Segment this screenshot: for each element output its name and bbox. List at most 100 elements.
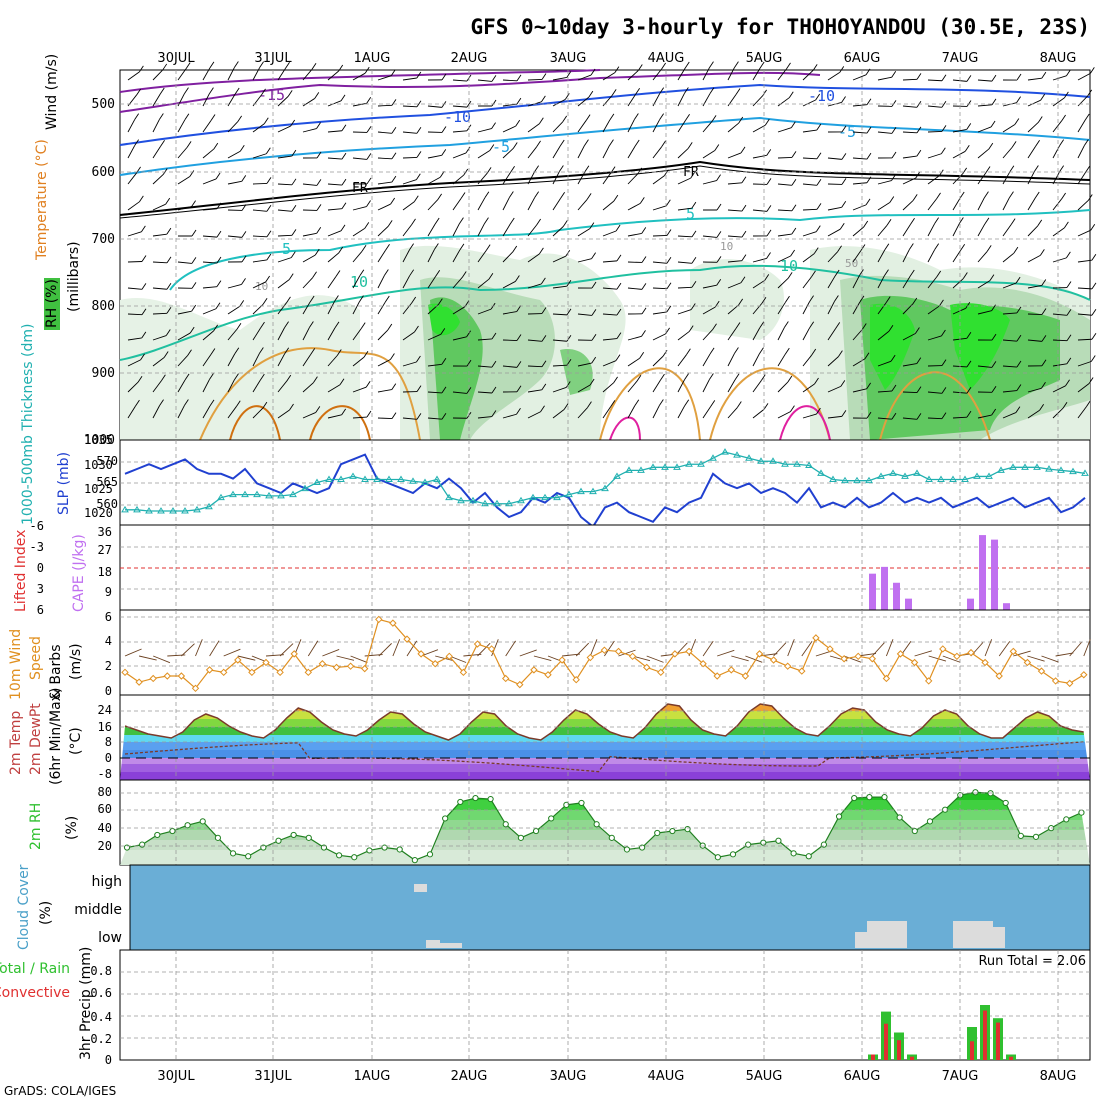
slp-left-ticks: 570 565 560 bbox=[96, 454, 118, 511]
wind-barb bbox=[452, 306, 466, 315]
wind-barb bbox=[1027, 77, 1042, 81]
wind-barb bbox=[1027, 146, 1036, 159]
thickness-point bbox=[277, 491, 285, 499]
rh-point bbox=[305, 834, 312, 841]
wind-barb bbox=[877, 225, 888, 237]
wind10-point bbox=[346, 662, 355, 670]
rh-point bbox=[790, 850, 797, 857]
wind10-barb bbox=[435, 655, 453, 661]
date-label-bottom: 1AUG bbox=[354, 1069, 391, 1084]
wind-barb bbox=[477, 278, 490, 289]
rh-point bbox=[593, 821, 600, 828]
wind-barb bbox=[977, 414, 992, 419]
rh-point bbox=[881, 794, 888, 801]
thickness-point bbox=[253, 490, 261, 498]
wind-barb bbox=[352, 416, 367, 419]
svg-text:6: 6 bbox=[37, 603, 44, 617]
wind-barb bbox=[477, 308, 492, 315]
wind-barb bbox=[827, 206, 842, 211]
wind-barb bbox=[1002, 412, 1017, 419]
wind-barb bbox=[702, 67, 710, 81]
thickness-point bbox=[841, 476, 849, 484]
wind-barb bbox=[377, 249, 386, 263]
wind10-barb bbox=[406, 640, 418, 657]
svg-text:0: 0 bbox=[37, 561, 44, 575]
wind-barb bbox=[227, 353, 236, 367]
thickness-point bbox=[829, 475, 837, 482]
precip-convective-bar bbox=[897, 1040, 901, 1060]
wind-barb bbox=[802, 327, 811, 341]
wind-barb bbox=[777, 255, 791, 263]
thickness-point bbox=[529, 493, 537, 501]
wind-barb bbox=[777, 127, 792, 133]
wind10-axis-labels: 10m Wind Speed & Barbs (m/s) bbox=[8, 629, 84, 700]
wind-barb bbox=[977, 79, 992, 82]
wind-barb bbox=[202, 178, 217, 185]
thickness-point bbox=[265, 491, 273, 499]
wind-barb bbox=[852, 250, 862, 263]
wind-barb bbox=[502, 79, 518, 82]
wind-barb bbox=[652, 405, 660, 419]
wind-barb bbox=[477, 173, 488, 185]
wind-barb bbox=[1027, 339, 1042, 342]
wind-barb bbox=[1002, 282, 1017, 289]
rh-point bbox=[911, 827, 918, 835]
precip-convective-bar bbox=[983, 1010, 987, 1060]
svg-text:800: 800 bbox=[92, 299, 115, 314]
wind10-barb bbox=[350, 655, 368, 663]
wind-barb bbox=[327, 252, 339, 263]
wind-barb bbox=[352, 301, 360, 315]
wind10-point bbox=[826, 645, 834, 653]
cape-bar bbox=[1003, 603, 1010, 610]
svg-text:-3: -3 bbox=[30, 540, 44, 554]
thickness-point bbox=[313, 478, 321, 485]
temp2m-axis-labels: 2m Temp 2m DewPt (6hr Min/Max) (°C) bbox=[8, 688, 84, 785]
wind-barb bbox=[802, 383, 815, 393]
wind-barb bbox=[677, 354, 687, 367]
wind-barb bbox=[477, 150, 491, 159]
wind-barb bbox=[227, 93, 236, 107]
thickness-point bbox=[373, 475, 381, 482]
svg-text:16: 16 bbox=[98, 720, 112, 734]
wind-barb bbox=[577, 96, 590, 107]
wind-barb bbox=[927, 276, 938, 289]
wind-barb bbox=[752, 327, 761, 341]
wind-barb bbox=[1077, 145, 1085, 159]
rh-point bbox=[775, 837, 782, 844]
wind-barb bbox=[652, 205, 667, 211]
rh-point bbox=[1017, 832, 1024, 840]
wind-barb bbox=[452, 277, 463, 289]
wind10-barb bbox=[787, 639, 795, 657]
wind-barb bbox=[877, 249, 886, 263]
thickness-point bbox=[517, 496, 525, 504]
wind10-point bbox=[290, 650, 298, 658]
wind10-ticks: 6 4 2 0 bbox=[105, 610, 112, 698]
wind-barb bbox=[602, 145, 610, 159]
wind-barb bbox=[377, 359, 391, 367]
wind-barb bbox=[552, 409, 565, 419]
wind10-point bbox=[544, 671, 552, 679]
wind-barb bbox=[1002, 124, 1016, 133]
svg-text:1000: 1000 bbox=[84, 433, 115, 448]
thickness-point bbox=[673, 463, 681, 470]
date-label-bottom: 30JUL bbox=[157, 1069, 195, 1084]
svg-text:1020: 1020 bbox=[84, 506, 113, 520]
wind10-barb bbox=[181, 643, 195, 657]
date-label-bottom: 5AUG bbox=[746, 1069, 783, 1084]
wind10-barb bbox=[237, 655, 256, 661]
wind10-panel: 6 4 2 0 10m Wind Speed & Barbs (m/s) bbox=[8, 609, 1091, 700]
wind-barb bbox=[952, 150, 966, 159]
wind-barb bbox=[202, 261, 217, 264]
svg-text:5: 5 bbox=[282, 240, 291, 258]
wind10-point bbox=[924, 677, 933, 685]
wind10-point bbox=[403, 635, 411, 643]
wind10-barb bbox=[801, 640, 813, 657]
wind-barb bbox=[727, 122, 740, 133]
wind-barb bbox=[952, 416, 968, 419]
wind10-barb bbox=[928, 655, 947, 662]
precip-panel: Run Total = 2.06 0.8 0.6 0.4 0.2 0 Total… bbox=[0, 947, 1091, 1067]
wind-barb bbox=[127, 287, 142, 290]
wind-barb bbox=[227, 67, 235, 81]
wind-barb bbox=[227, 283, 242, 289]
wind-barb bbox=[502, 311, 517, 315]
